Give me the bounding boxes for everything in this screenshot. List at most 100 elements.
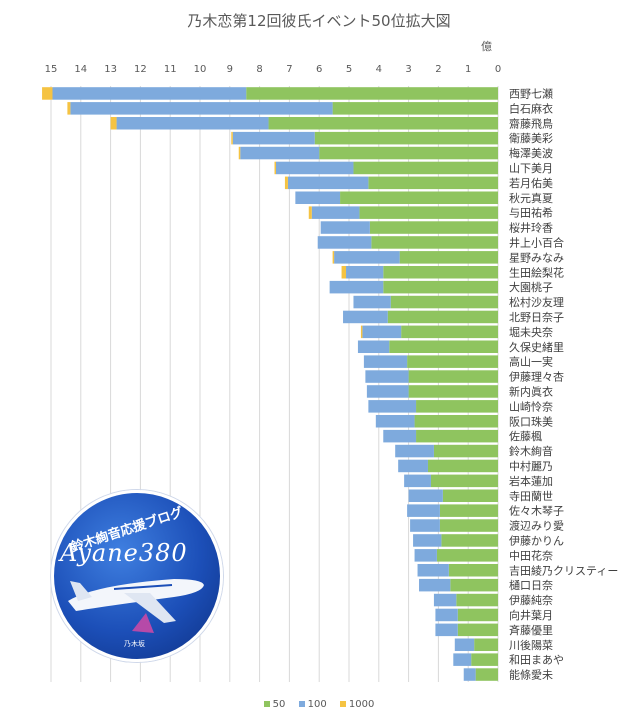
bar-segment-100: [435, 608, 458, 622]
category-label: 鈴木絢音: [509, 444, 553, 458]
legend-label: 100: [307, 699, 327, 710]
x-tick-label: 13: [104, 64, 117, 75]
x-tick-label: 5: [346, 64, 352, 75]
category-label: 能條愛未: [509, 668, 553, 682]
bars: [42, 87, 498, 681]
category-label: 星野みなみ: [509, 251, 564, 264]
category-label: 中村麗乃: [509, 459, 553, 473]
bar-segment-100: [407, 504, 440, 517]
x-tick-label: 10: [194, 64, 207, 75]
bar-segment-50: [390, 295, 498, 309]
bar-segment-1000: [110, 116, 117, 130]
bar-segment-50: [427, 459, 498, 473]
x-tick-label: 6: [316, 64, 322, 75]
legend: 50 100 1000: [0, 699, 638, 710]
bar-segment-100: [329, 280, 384, 294]
bar-segment-50: [368, 176, 498, 190]
x-tick-label: 1: [465, 64, 471, 75]
bar-segment-50: [414, 414, 498, 428]
category-label: 樋口日奈: [509, 578, 553, 592]
legend-item-50: 50: [263, 699, 286, 710]
legend-item-100: 100: [298, 699, 327, 710]
category-label: 阪口珠美: [509, 414, 553, 428]
category-label: 伊藤理々杏: [509, 371, 564, 384]
bar-segment-100: [395, 444, 434, 458]
category-label: 吉田綾乃クリスティー: [509, 564, 618, 577]
bar-segment-100: [404, 474, 431, 488]
bar-segment-50: [441, 534, 498, 547]
bar-segment-100: [317, 236, 372, 249]
category-label: 秋元真夏: [509, 191, 553, 205]
bar-segment-50: [383, 280, 498, 294]
category-label: 伊藤純奈: [509, 593, 553, 607]
category-label: 若月佑美: [509, 176, 553, 190]
bar-segment-50: [268, 116, 498, 130]
bar-segment-1000: [67, 102, 71, 115]
bar-segment-100: [232, 131, 315, 145]
category-label: 白石麻衣: [509, 101, 553, 115]
bar-segment-50: [430, 474, 498, 488]
category-label: 山下美月: [509, 162, 553, 175]
x-tick-label: 14: [74, 64, 87, 75]
bar-segment-50: [457, 623, 498, 637]
legend-label: 50: [272, 699, 286, 710]
bar-segment-100: [433, 593, 457, 607]
bar-segment-50: [340, 191, 498, 205]
bar-segment-100: [419, 578, 451, 592]
bar-segment-100: [334, 251, 400, 264]
bar-segment-1000: [231, 131, 233, 145]
bar-segment-50: [475, 668, 498, 681]
bar-segment-50: [399, 251, 498, 264]
logo-footer: 乃木坂: [124, 640, 145, 648]
category-label: 山崎怜奈: [509, 399, 553, 413]
bar-segment-50: [450, 578, 498, 592]
bar-segment-50: [433, 444, 498, 458]
chart-title: 乃木恋第12回彼氏イベント50位拡大図: [187, 12, 451, 30]
legend-swatch: [339, 701, 346, 707]
bar-segment-50: [474, 638, 498, 652]
bar-segment-100: [343, 310, 388, 324]
category-label: 高山一実: [509, 355, 553, 369]
bar-segment-1000: [332, 251, 335, 264]
bar-segment-50: [383, 265, 498, 279]
bar-segment-100: [408, 489, 443, 503]
bar-segment-100: [365, 370, 409, 383]
bar-segment-100: [417, 563, 449, 577]
category-labels: 西野七瀬白石麻衣齋藤飛鳥衛藤美彩梅澤美波山下美月若月佑美秋元真夏与田祐希桜井玲香…: [509, 86, 618, 681]
bar-segment-100: [398, 459, 428, 473]
bar-segment-50: [408, 370, 498, 383]
x-tick-label: 9: [227, 64, 233, 75]
airplane-icon: [68, 579, 204, 633]
x-tick-label: 0: [495, 64, 501, 75]
bar-segment-50: [369, 221, 498, 234]
legend-swatch: [263, 701, 270, 707]
bar-segment-50: [457, 608, 498, 622]
bar-segment-100: [463, 668, 476, 681]
bar-segment-1000: [360, 325, 363, 339]
category-label: 大園桃子: [509, 280, 553, 294]
category-label: 中田花奈: [509, 548, 553, 562]
bar-segment-1000: [238, 146, 241, 160]
category-label: 衛藤美彩: [509, 132, 553, 145]
legend-swatch: [298, 701, 305, 707]
bar-segment-50: [408, 385, 498, 398]
x-tick-label: 4: [376, 64, 382, 75]
bar-segment-100: [410, 519, 440, 532]
x-tick-label: 12: [134, 64, 147, 75]
category-label: 梅澤美波: [509, 146, 553, 160]
category-label: 佐藤楓: [509, 429, 542, 443]
bar-segment-100: [275, 161, 354, 175]
bar-segment-1000: [341, 265, 347, 279]
bar-segment-100: [454, 638, 475, 652]
x-axis-ticks: 15 14 13 12 11 10 9 8 7 6 5 4 3 2 1 0: [45, 64, 502, 75]
category-label: 松村沙友理: [509, 295, 564, 309]
bar-segment-1000: [284, 176, 288, 190]
bar-segment-1000: [42, 87, 53, 100]
bar-segment-100: [320, 221, 370, 234]
bar-segment-50: [246, 87, 498, 100]
category-label: 北野日奈子: [509, 310, 564, 324]
bar-segment-1000: [274, 161, 276, 175]
category-label: 伊藤かりん: [509, 534, 564, 547]
bar-segment-50: [439, 504, 498, 517]
